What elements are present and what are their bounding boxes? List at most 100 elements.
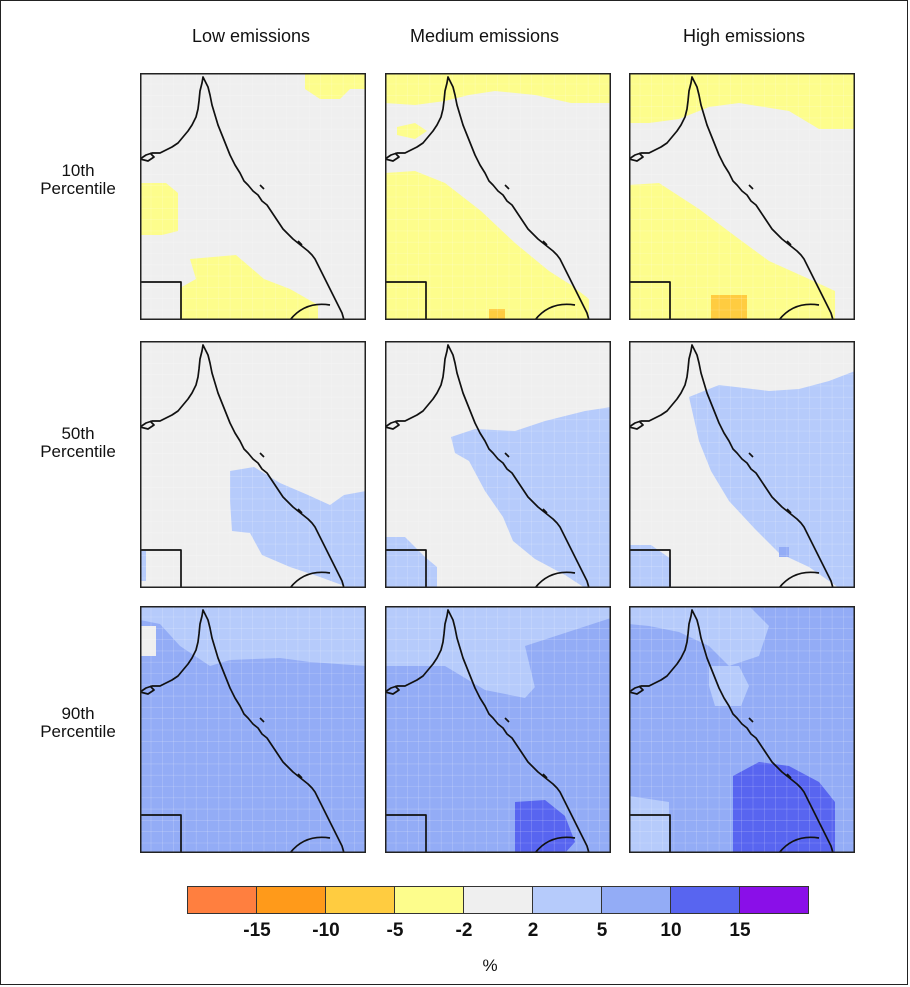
- map-panel-r2-c0: [140, 606, 366, 853]
- projection-map: [385, 341, 611, 588]
- legend-swatch: [739, 886, 809, 914]
- coastline: [289, 571, 331, 588]
- coastline: [629, 685, 644, 695]
- coastline: [259, 184, 265, 190]
- row-header-90th-line1: 90th: [61, 704, 95, 723]
- coastline: [385, 76, 590, 320]
- map-panel-r1-c1: [385, 341, 611, 588]
- coastline: [297, 240, 303, 246]
- coastline: [504, 184, 510, 190]
- coastline: [385, 609, 590, 853]
- coastline: [259, 717, 265, 723]
- coastline: [140, 685, 155, 695]
- coastline: [289, 303, 331, 320]
- legend-tick: 5: [596, 920, 608, 941]
- projection-map: [629, 341, 855, 588]
- legend-tick: -5: [386, 920, 404, 941]
- map-panel-r0-c1: [385, 73, 611, 320]
- coastline: [534, 303, 576, 320]
- coastline: [385, 281, 427, 320]
- coastline: [140, 344, 345, 588]
- legend-swatch: [463, 886, 533, 914]
- coastline: [629, 420, 644, 430]
- row-header-50th-line1: 50th: [61, 424, 95, 443]
- coastline: [385, 152, 400, 162]
- coastline: [297, 508, 303, 514]
- coastline: [629, 549, 671, 588]
- projection-map: [140, 341, 366, 588]
- legend-swatch: [325, 886, 395, 914]
- coastline: [542, 773, 548, 779]
- legend-swatch: [394, 886, 464, 914]
- coastline: [534, 571, 576, 588]
- coastline: [786, 508, 792, 514]
- coastline: [542, 508, 548, 514]
- coastline: [629, 281, 671, 320]
- coastline: [629, 344, 834, 588]
- legend-tick: 15: [729, 920, 751, 941]
- coastline: [140, 549, 182, 588]
- coastline: [748, 717, 754, 723]
- coastline: [748, 452, 754, 458]
- coastline: [385, 420, 400, 430]
- map-panel-r1-c2: [629, 341, 855, 588]
- legend-tick: 10: [660, 920, 682, 941]
- coastline: [385, 549, 427, 588]
- map-panel-r2-c2: [629, 606, 855, 853]
- legend-swatch: [187, 886, 257, 914]
- coastline: [786, 773, 792, 779]
- row-header-10th-line2: Percentile: [40, 179, 116, 198]
- projection-map: [140, 73, 366, 320]
- row-header-10th: 10th Percentile: [16, 162, 140, 198]
- column-header-high: High emissions: [683, 26, 806, 46]
- projection-map: [385, 73, 611, 320]
- map-panel-r0-c2: [629, 73, 855, 320]
- coastline: [297, 773, 303, 779]
- projection-map: [629, 73, 855, 320]
- map-panel-r2-c1: [385, 606, 611, 853]
- map-panel-r1-c0: [140, 341, 366, 588]
- legend-swatch: [256, 886, 326, 914]
- row-header-90th: 90th Percentile: [16, 705, 140, 741]
- coastline: [140, 609, 345, 853]
- coastline: [542, 240, 548, 246]
- coastline: [140, 76, 345, 320]
- coastline: [629, 152, 644, 162]
- legend-tick: -10: [312, 920, 340, 941]
- projection-map: [385, 606, 611, 853]
- coastline: [504, 717, 510, 723]
- row-header-50th-line2: Percentile: [40, 442, 116, 461]
- coastline: [140, 152, 155, 162]
- coastline: [385, 344, 590, 588]
- legend-tick: -2: [455, 920, 473, 941]
- legend-swatch: [532, 886, 602, 914]
- coastline: [289, 836, 331, 853]
- coastline: [629, 609, 834, 853]
- coastline: [385, 814, 427, 853]
- coastline: [140, 420, 155, 430]
- legend-swatch: [601, 886, 671, 914]
- coastline: [629, 76, 834, 320]
- coastline: [504, 452, 510, 458]
- legend-unit: %: [482, 956, 498, 975]
- coastline: [534, 836, 576, 853]
- projection-map: [140, 606, 366, 853]
- coastline: [778, 303, 820, 320]
- coastline: [140, 281, 182, 320]
- map-panel-r0-c0: [140, 73, 366, 320]
- coastline: [259, 452, 265, 458]
- row-header-50th: 50th Percentile: [16, 425, 140, 461]
- column-header-low: Low emissions: [192, 26, 311, 46]
- legend-tick: 2: [527, 920, 539, 941]
- row-header-90th-line2: Percentile: [40, 722, 116, 741]
- column-header-medium: Medium emissions: [410, 26, 560, 46]
- coastline: [786, 240, 792, 246]
- coastline: [140, 814, 182, 853]
- color-legend: [187, 886, 809, 914]
- coastline: [778, 836, 820, 853]
- coastline: [748, 184, 754, 190]
- coastline: [778, 571, 820, 588]
- projection-map: [629, 606, 855, 853]
- legend-tick: -15: [243, 920, 271, 941]
